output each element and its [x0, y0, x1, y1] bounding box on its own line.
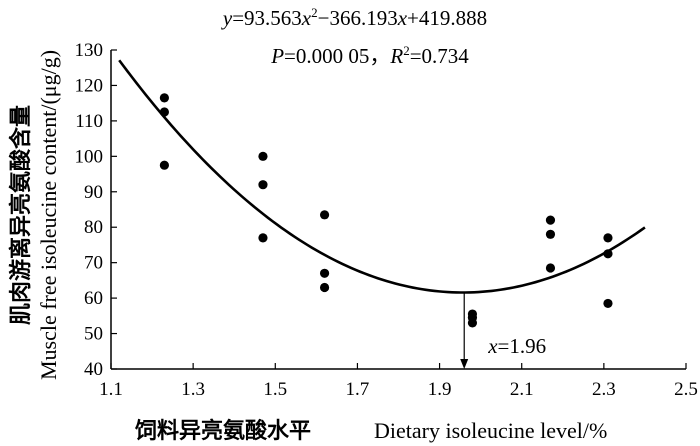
data-point: [319, 282, 330, 293]
data-point: [319, 268, 330, 278]
y-tick-label: 90: [84, 182, 103, 203]
fitted-curve: [118, 59, 646, 294]
data-point: [258, 233, 268, 243]
y-tick-label: 80: [84, 217, 103, 238]
data-point: [545, 215, 556, 225]
y-tick-label: 110: [75, 111, 103, 132]
y-tick-label: 70: [84, 253, 103, 274]
data-point: [545, 229, 556, 239]
data-point: [545, 263, 556, 273]
data-point: [603, 298, 613, 309]
x-tick-label: 1.5: [263, 379, 287, 400]
data-point: [467, 318, 478, 328]
data-point: [159, 160, 169, 170]
x-tick-label: 1.9: [428, 379, 452, 400]
x-tick-label: 2.1: [510, 379, 534, 400]
x-axis-label-zh: 饲料异亮氨酸水平: [134, 418, 311, 444]
data-point: [159, 93, 169, 103]
data-point: [319, 210, 330, 220]
y-tick-label: 120: [75, 75, 104, 96]
data-point: [603, 249, 613, 259]
optimum-arrow-head: [460, 359, 469, 369]
x-tick-label: 2.3: [592, 379, 616, 400]
data-point: [258, 180, 268, 190]
x-tick-label: 2.5: [674, 379, 698, 400]
data-point: [603, 233, 613, 243]
y-tick-label: 130: [75, 40, 104, 61]
y-tick-label: 60: [84, 288, 103, 309]
y-tick-label: 40: [84, 359, 103, 380]
x-axis-label-en: Dietary isoleucine level/%: [374, 418, 607, 443]
y-axis-label-zh: 肌肉游离异亮氨酸含量: [8, 105, 34, 325]
y-tick-label: 100: [75, 146, 104, 167]
regression-stats: P=0.000 05，R2​=0.734: [270, 43, 469, 68]
x-tick-label: 1.1: [99, 379, 123, 400]
y-axis-label-en: Muscle free isoleucine content/(μg/g): [36, 50, 61, 380]
optimum-label: x=1.96: [487, 334, 546, 358]
x-tick-label: 1.3: [181, 379, 205, 400]
y-tick-label: 50: [84, 324, 103, 345]
data-point: [258, 151, 268, 161]
regression-equation: y=93.563x2​−366.193x+419.888: [221, 5, 487, 30]
x-tick-label: 1.7: [346, 379, 370, 400]
data-point: [159, 107, 169, 117]
